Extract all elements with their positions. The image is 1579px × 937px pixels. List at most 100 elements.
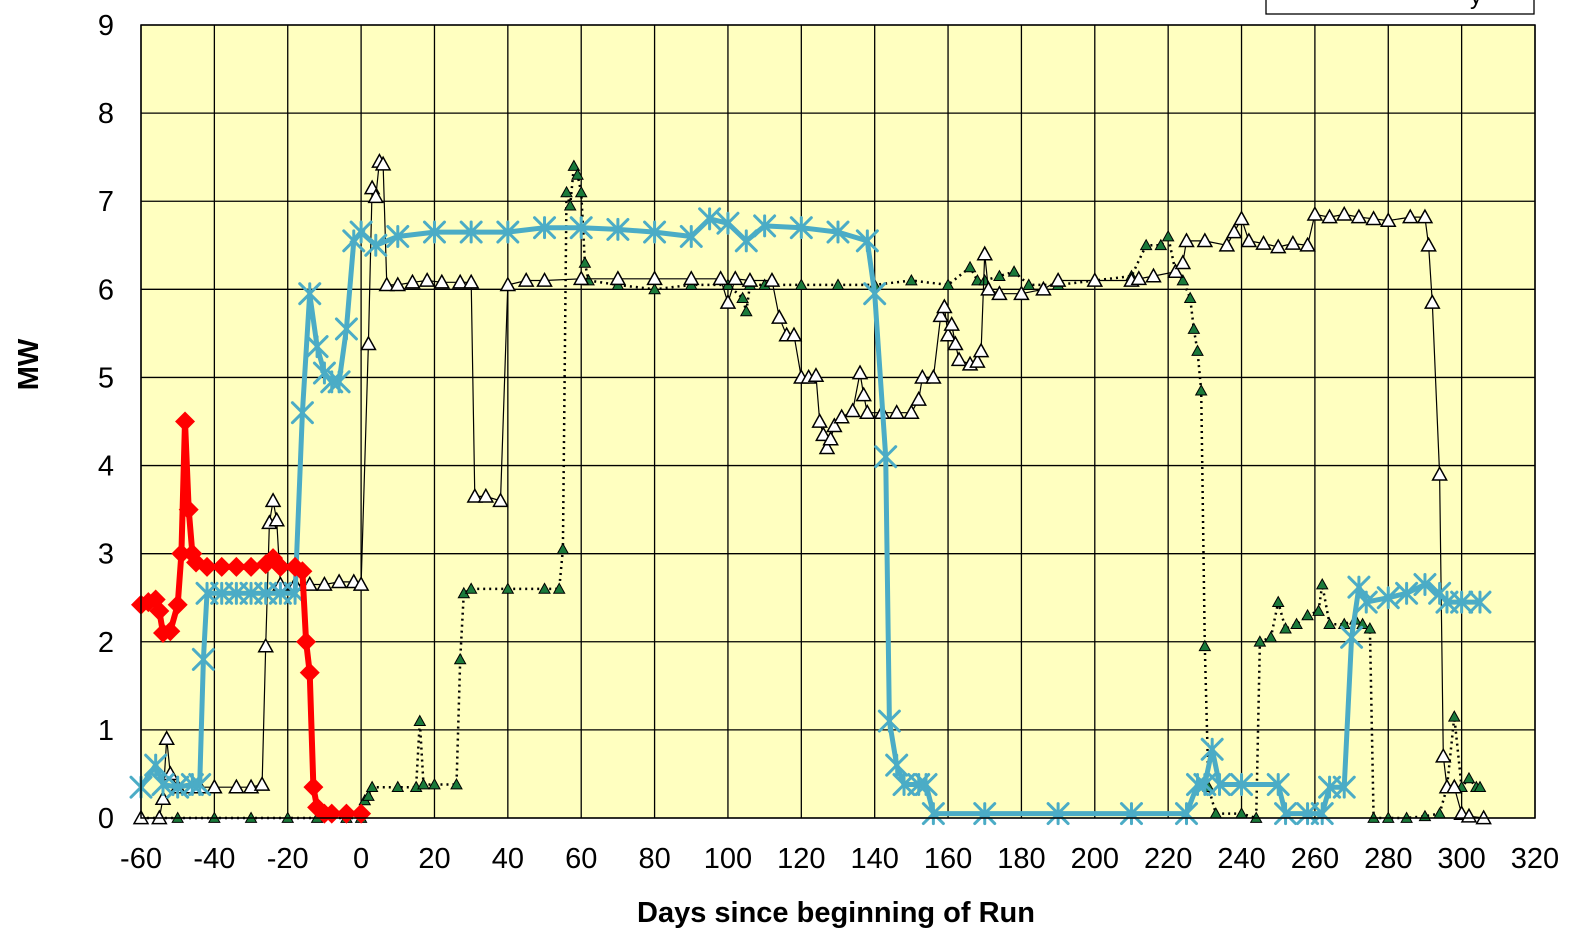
data-point [206, 778, 223, 794]
data-point [450, 777, 463, 790]
data-point [1139, 238, 1153, 251]
data-point [1435, 747, 1452, 763]
series-star [129, 207, 1492, 826]
plot-border [140, 24, 1536, 819]
data-point [1363, 622, 1377, 634]
data-point [1218, 236, 1236, 252]
data-point [1274, 802, 1298, 826]
data-point [378, 276, 396, 292]
data-point [496, 220, 520, 244]
data-point [1332, 775, 1356, 799]
data-point [716, 211, 740, 235]
data-point [160, 621, 181, 642]
y-tick-label: 9 [98, 10, 114, 42]
data-point [228, 778, 245, 794]
data-point [771, 308, 788, 324]
x-tick-label: 80 [638, 843, 670, 875]
data-point [175, 411, 196, 432]
data-point [264, 492, 282, 508]
data-point [517, 271, 535, 287]
data-point [888, 404, 905, 420]
data-point [1395, 581, 1419, 605]
data-point [268, 511, 286, 527]
series-diamond [131, 411, 372, 824]
data-point [178, 499, 199, 520]
data-point [303, 777, 324, 798]
data-point [158, 730, 175, 746]
data-point [1175, 802, 1198, 826]
data-point [939, 326, 957, 342]
legend-box [1265, 0, 1535, 15]
data-point [1354, 590, 1378, 614]
data-point [910, 390, 927, 406]
data-point [1007, 265, 1021, 277]
x-tick-label: 220 [1144, 843, 1192, 875]
data-point [1230, 773, 1254, 797]
data-point [360, 335, 377, 351]
data-point [826, 220, 850, 244]
data-point [1350, 208, 1368, 224]
data-point [1473, 780, 1487, 793]
data-point [679, 224, 703, 248]
data-point [1266, 773, 1290, 797]
data-point [1225, 223, 1243, 239]
data-point [171, 543, 192, 564]
data-point [1365, 210, 1382, 226]
data-point [572, 270, 590, 286]
data-point [533, 216, 557, 240]
x-tick-label: 260 [1291, 843, 1339, 875]
data-point [789, 216, 813, 240]
data-point [253, 775, 271, 791]
data-point [763, 271, 781, 287]
data-point [1200, 737, 1224, 761]
data-point [941, 278, 955, 290]
data-point [567, 159, 581, 171]
data-point [538, 582, 551, 594]
data-point [459, 220, 483, 244]
data-point [270, 556, 291, 577]
data-point [993, 269, 1006, 282]
data-point [413, 714, 427, 726]
data-point [1049, 271, 1067, 287]
data-point [1013, 285, 1030, 301]
data-point [292, 561, 313, 582]
data-point [844, 402, 861, 418]
data-point [734, 229, 758, 253]
x-tick-label: 320 [1511, 843, 1559, 875]
data-point [1196, 232, 1214, 248]
x-tick-label: 160 [924, 843, 972, 875]
data-point [885, 753, 909, 777]
data-point [352, 575, 370, 591]
y-tick-label: 2 [98, 627, 114, 659]
x-tick-label: 0 [353, 843, 369, 875]
data-point [914, 368, 931, 384]
data-point [947, 335, 964, 351]
data-point [451, 273, 469, 289]
x-tick-label: 200 [1071, 843, 1119, 875]
data-point [433, 273, 451, 289]
data-point [785, 326, 803, 342]
data-point [418, 271, 436, 287]
data-point [569, 216, 593, 240]
data-point [739, 304, 753, 317]
data-point [831, 278, 845, 290]
data-point [1255, 234, 1272, 250]
data-point [492, 492, 509, 508]
data-point [815, 426, 832, 442]
data-point [536, 271, 553, 287]
data-point [1022, 278, 1036, 290]
legend-text: y [1470, 0, 1482, 10]
y-tick-label: 8 [98, 98, 114, 130]
legend: y [1265, 0, 1535, 15]
data-point [1468, 590, 1492, 614]
data-point [453, 652, 467, 665]
data-point [950, 351, 968, 367]
data-point [914, 773, 938, 797]
data-point [1086, 271, 1104, 287]
x-tick-label: 120 [777, 843, 825, 875]
data-point [296, 631, 317, 652]
data-point [818, 439, 836, 455]
data-point [1154, 238, 1168, 251]
data-point [811, 412, 828, 428]
